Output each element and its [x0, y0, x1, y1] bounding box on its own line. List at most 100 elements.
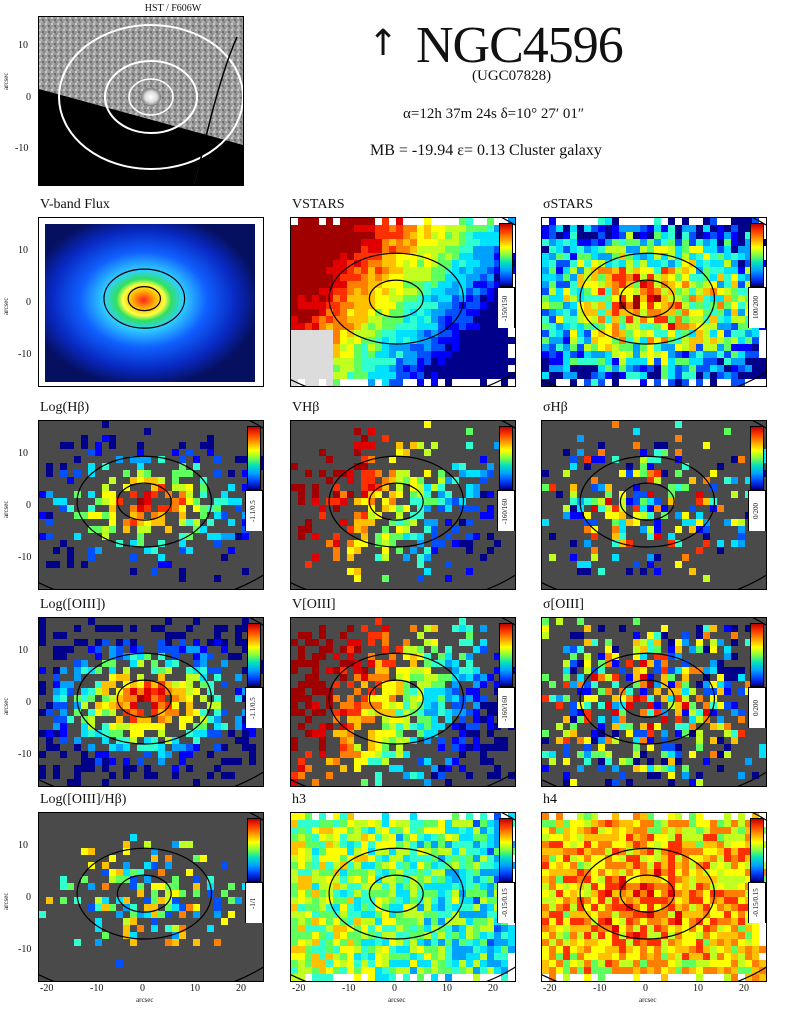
x-axis-label-h4: arcsec: [639, 996, 657, 1004]
map-graphic-h3: [291, 813, 515, 981]
colorbar-range-vstars: -150/150: [497, 287, 515, 328]
xtick-h4-3: 10: [693, 983, 703, 994]
map-graphic-vstars: [291, 218, 515, 386]
map-graphic-h4: [542, 813, 766, 981]
galaxy-alt-name: (UGC07828): [472, 68, 552, 84]
map-panel-logoiii: [38, 617, 264, 787]
y-axis-label-ratio: arcsec: [2, 892, 10, 910]
y-axis-label-loghb: arcsec: [2, 500, 10, 518]
ytick-vflux-1: 0: [26, 297, 31, 308]
ytick-ratio-0: 10: [18, 840, 28, 851]
colorbar-voiii: [499, 623, 513, 687]
colorbar-vstars: [499, 223, 513, 287]
map-graphic-loghb: [39, 421, 263, 589]
map-panel-vflux: [38, 217, 264, 387]
north-arrow-icon: ↑: [368, 23, 399, 64]
map-graphic-sstars: [542, 218, 766, 386]
colorbar-range-h3: -0.15/0.15: [497, 882, 515, 923]
galaxy-physical-info: MB = -19.94 ε= 0.13 Cluster galaxy: [370, 142, 602, 159]
ytick-vflux-0: 10: [18, 245, 28, 256]
xtick-h3-3: 10: [442, 983, 452, 994]
map-graphic-vflux: [45, 224, 255, 382]
panel-title-loghb: Log(Hβ): [40, 400, 90, 415]
xtick-h4-1: -10: [593, 983, 607, 994]
panel-title-vflux: V-band Flux: [40, 197, 110, 212]
y-axis-label-vflux: arcsec: [2, 297, 10, 315]
colorbar-range-voiii: -160/160: [497, 687, 515, 728]
galaxy-coordinates: α=12h 37m 24s δ=10° 27′ 01″: [403, 106, 585, 122]
map-panel-h3: [290, 812, 516, 982]
panel-title-sstars: σSTARS: [543, 197, 593, 212]
map-panel-soiii: [541, 617, 767, 787]
colorbar-sstars: [750, 223, 764, 287]
ytick-loghb-2: -10: [18, 552, 32, 563]
hst-ytick-10: 10: [18, 40, 28, 51]
map-panel-shb: [541, 420, 767, 590]
colorbar-vhb: [499, 426, 513, 490]
ytick-logoiii-0: 10: [18, 645, 28, 656]
ytick-ratio-2: -10: [18, 944, 32, 955]
xtick-ratio-2: 0: [140, 983, 145, 994]
map-panel-vhb: [290, 420, 516, 590]
colorbar-h4: [750, 818, 764, 882]
hst-caption: HST / F606W: [144, 3, 202, 14]
colorbar-range-logoiii: -1.1/0.5: [245, 687, 263, 728]
colorbar-range-ratio: -1/1: [245, 882, 263, 923]
x-axis-label-h3: arcsec: [388, 996, 406, 1004]
map-graphic-ratio: [39, 813, 263, 981]
map-panel-h4: [541, 812, 767, 982]
colorbar-range-sstars: 100/200: [748, 287, 766, 328]
galaxy-name: NGC4596: [416, 17, 624, 74]
xtick-h3-4: 20: [488, 983, 498, 994]
map-graphic-shb: [542, 421, 766, 589]
map-panel-vstars: [290, 217, 516, 387]
hst-image: [38, 16, 244, 186]
colorbar-shb: [750, 426, 764, 490]
map-panel-sstars: [541, 217, 767, 387]
colorbar-soiii: [750, 623, 764, 687]
xtick-h3-2: 0: [392, 983, 397, 994]
xtick-ratio-0: -20: [40, 983, 54, 994]
ytick-logoiii-2: -10: [18, 749, 32, 760]
xtick-ratio-3: 10: [190, 983, 200, 994]
ytick-logoiii-1: 0: [26, 697, 31, 708]
hst-ytick-minus10: -10: [15, 143, 29, 154]
xtick-h4-0: -20: [543, 983, 557, 994]
panel-title-ratio: Log([OIII]/Hβ): [40, 792, 127, 807]
panel-title-voiii: V[OIII]: [292, 597, 336, 612]
xtick-h4-4: 20: [739, 983, 749, 994]
hst-image-graphic: [39, 17, 243, 185]
colorbar-range-h4: -0.15/0.15: [748, 882, 766, 923]
panel-title-h4: h4: [543, 792, 557, 807]
map-panel-voiii: [290, 617, 516, 787]
map-panel-ratio: [38, 812, 264, 982]
panel-title-shb: σHβ: [543, 400, 568, 415]
colorbar-loghb: [247, 426, 261, 490]
xtick-ratio-4: 20: [236, 983, 246, 994]
ytick-ratio-1: 0: [26, 892, 31, 903]
x-axis-label-ratio: arcsec: [136, 996, 154, 1004]
xtick-h3-0: -20: [292, 983, 306, 994]
xtick-h4-2: 0: [643, 983, 648, 994]
colorbar-ratio: [247, 818, 261, 882]
map-graphic-voiii: [291, 618, 515, 786]
hst-ytick-0: 0: [26, 92, 31, 103]
ytick-vflux-2: -10: [18, 349, 32, 360]
map-panel-loghb: [38, 420, 264, 590]
colorbar-range-shb: 0/200: [748, 490, 766, 531]
panel-title-logoiii: Log([OIII]): [40, 597, 106, 612]
map-graphic-logoiii: [39, 618, 263, 786]
colorbar-logoiii: [247, 623, 261, 687]
panel-title-vstars: VSTARS: [292, 197, 345, 212]
panel-title-vhb: VHβ: [292, 400, 320, 415]
panel-title-soiii: σ[OIII]: [543, 597, 584, 612]
y-axis-label-logoiii: arcsec: [2, 697, 10, 715]
colorbar-range-loghb: -1.1/0.5: [245, 490, 263, 531]
colorbar-h3: [499, 818, 513, 882]
ytick-loghb-1: 0: [26, 500, 31, 511]
xtick-h3-1: -10: [342, 983, 356, 994]
ytick-loghb-0: 10: [18, 448, 28, 459]
colorbar-range-soiii: 0/200: [748, 687, 766, 728]
map-graphic-vhb: [291, 421, 515, 589]
hst-y-axis-label: arcsec: [2, 72, 10, 90]
